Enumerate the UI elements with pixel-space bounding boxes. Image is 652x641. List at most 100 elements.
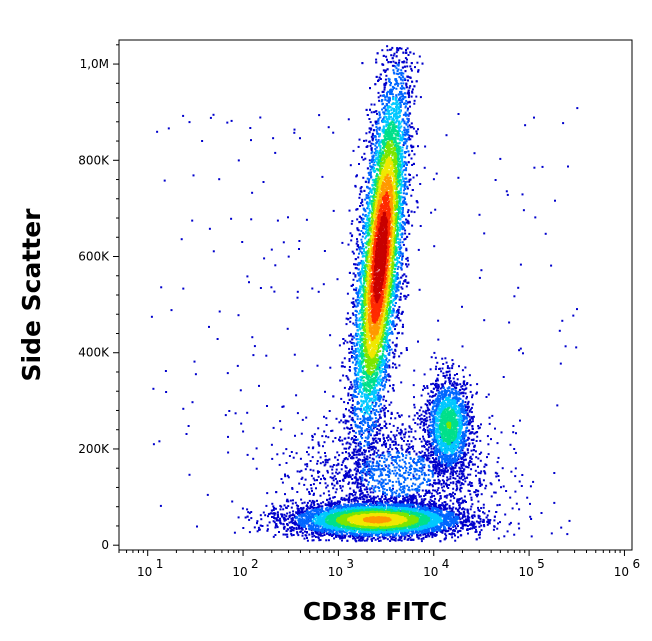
event-dot (296, 532, 299, 535)
event-dot (419, 426, 422, 429)
event-dot (308, 499, 311, 502)
event-dot (294, 517, 297, 520)
event-dot (422, 536, 425, 539)
event-dot (410, 135, 413, 138)
event-dot (312, 509, 314, 512)
event-dot (309, 484, 312, 486)
event-dot (360, 446, 363, 449)
event-dot (306, 511, 309, 513)
event-dot (353, 288, 355, 291)
event-dot (368, 162, 371, 165)
event-dot (407, 107, 409, 110)
event-dot (405, 52, 408, 54)
event-dot (273, 513, 276, 516)
event-dot (529, 485, 532, 488)
event-dot (419, 96, 422, 99)
event-dot (492, 528, 495, 531)
event-dot (357, 466, 360, 469)
event-dot (395, 434, 398, 437)
event-dot (429, 421, 432, 424)
event-dot (363, 444, 366, 447)
event-dot (320, 502, 323, 505)
event-dot (437, 383, 440, 386)
event-dot (466, 438, 469, 441)
event-dot (410, 440, 413, 443)
event-dot (379, 403, 382, 406)
event-dot (412, 502, 415, 505)
event-dot (398, 488, 401, 491)
event-dot (376, 468, 379, 471)
event-dot (350, 284, 353, 287)
event-dot (496, 527, 499, 530)
event-dot (360, 238, 363, 241)
event-dot (392, 362, 394, 365)
event-dot (329, 366, 332, 369)
event-dot (405, 221, 408, 224)
event-dot (253, 345, 256, 348)
event-dot (295, 526, 298, 529)
event-dot (322, 501, 325, 504)
event-dot (290, 517, 293, 520)
event-dot (393, 64, 396, 67)
event-dot (378, 489, 381, 492)
event-dot (392, 472, 395, 475)
event-dot (383, 536, 386, 538)
event-dot (479, 485, 482, 487)
event-dot (274, 151, 277, 154)
event-dot (427, 446, 430, 449)
event-dot (405, 494, 408, 497)
event-dot (529, 515, 532, 518)
event-dot (349, 443, 352, 446)
event-dot (348, 409, 351, 412)
event-dot (428, 491, 431, 494)
event-dot (404, 70, 407, 73)
event-dot (312, 483, 315, 486)
event-dot (311, 535, 314, 538)
event-dot (464, 515, 467, 518)
event-dot (473, 463, 476, 466)
event-dot (333, 496, 336, 498)
event-dot (442, 480, 445, 483)
event-dot (318, 470, 321, 473)
event-dot (471, 425, 474, 427)
event-dot (423, 463, 426, 466)
event-dot (307, 525, 310, 528)
event-dot (316, 364, 319, 367)
event-dot (371, 155, 374, 158)
event-dot (388, 403, 391, 406)
event-dot (350, 239, 353, 242)
event-dot (406, 121, 409, 124)
event-dot (393, 52, 396, 55)
event-dot (428, 504, 431, 507)
event-dot (361, 218, 364, 221)
event-dot (388, 422, 391, 425)
event-dot (340, 533, 343, 536)
event-dot (401, 491, 403, 494)
event-dot (150, 315, 153, 318)
event-dot (372, 495, 375, 498)
event-dot (408, 443, 411, 446)
event-dot (335, 468, 338, 471)
event-dot (430, 412, 433, 415)
event-dot (340, 397, 343, 400)
event-dot (351, 348, 354, 351)
event-dot (224, 414, 227, 417)
event-dot (368, 173, 371, 176)
event-dot (471, 484, 474, 487)
event-dot (334, 477, 337, 480)
event-dot (372, 477, 374, 479)
event-dot (453, 380, 456, 383)
event-dot (347, 500, 350, 503)
event-dot (462, 375, 465, 378)
event-dot (376, 112, 378, 115)
event-dot (522, 209, 525, 212)
event-dot (187, 425, 190, 427)
event-dot (298, 526, 300, 529)
event-dot (368, 118, 371, 120)
event-dot (308, 533, 311, 536)
event-dot (460, 463, 463, 466)
event-dot (411, 90, 414, 93)
event-dot (413, 406, 416, 409)
event-dot (395, 489, 398, 492)
event-dot (397, 443, 400, 446)
